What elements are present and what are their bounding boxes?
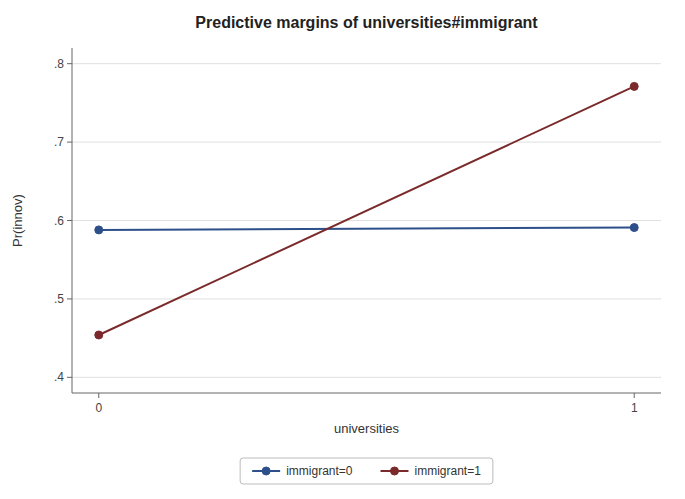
title: Predictive margins of universities#immig… (195, 14, 538, 31)
grid-line (72, 220, 661, 221)
y-axis-label: Pr(innov) (10, 194, 25, 247)
legend-marker (262, 467, 270, 475)
point (95, 226, 103, 234)
line (99, 86, 634, 335)
legend: immigrant=0 immigrant=1 (240, 458, 493, 484)
x-axis-label: universities (334, 421, 400, 436)
x-axis-line (72, 393, 661, 394)
point (630, 82, 638, 90)
legend-item: immigrant=1 (381, 464, 482, 478)
series (95, 224, 638, 234)
legend-box (240, 458, 493, 484)
line (99, 228, 634, 230)
grid-line (72, 63, 661, 64)
x-tick (98, 393, 99, 398)
grid-line (72, 142, 661, 143)
x-tick (634, 393, 635, 398)
y-tick (67, 63, 72, 64)
point (95, 331, 103, 339)
y-tick-label: .6 (54, 214, 64, 228)
x-tick-label: 0 (95, 401, 102, 415)
y-tick (67, 142, 72, 143)
series (95, 82, 638, 339)
y-tick (67, 298, 72, 299)
y-tick-label: .7 (54, 135, 64, 149)
plot-area (95, 82, 638, 339)
legend-label: immigrant=1 (415, 464, 482, 478)
grid-line (72, 298, 661, 299)
x-tick-label: 1 (631, 401, 638, 415)
point (630, 224, 638, 232)
y-tick-label: .4 (54, 370, 64, 384)
y-tick (67, 220, 72, 221)
legend-label: immigrant=0 (286, 464, 353, 478)
y-tick-label: .8 (54, 57, 64, 71)
legend-item: immigrant=0 (252, 464, 353, 478)
grid-line (72, 377, 661, 378)
legend-marker (391, 467, 399, 475)
y-tick (67, 377, 72, 378)
chart: Predictive margins of universities#immig… (0, 0, 685, 499)
grid (72, 64, 661, 378)
y-tick-label: .5 (54, 292, 64, 306)
